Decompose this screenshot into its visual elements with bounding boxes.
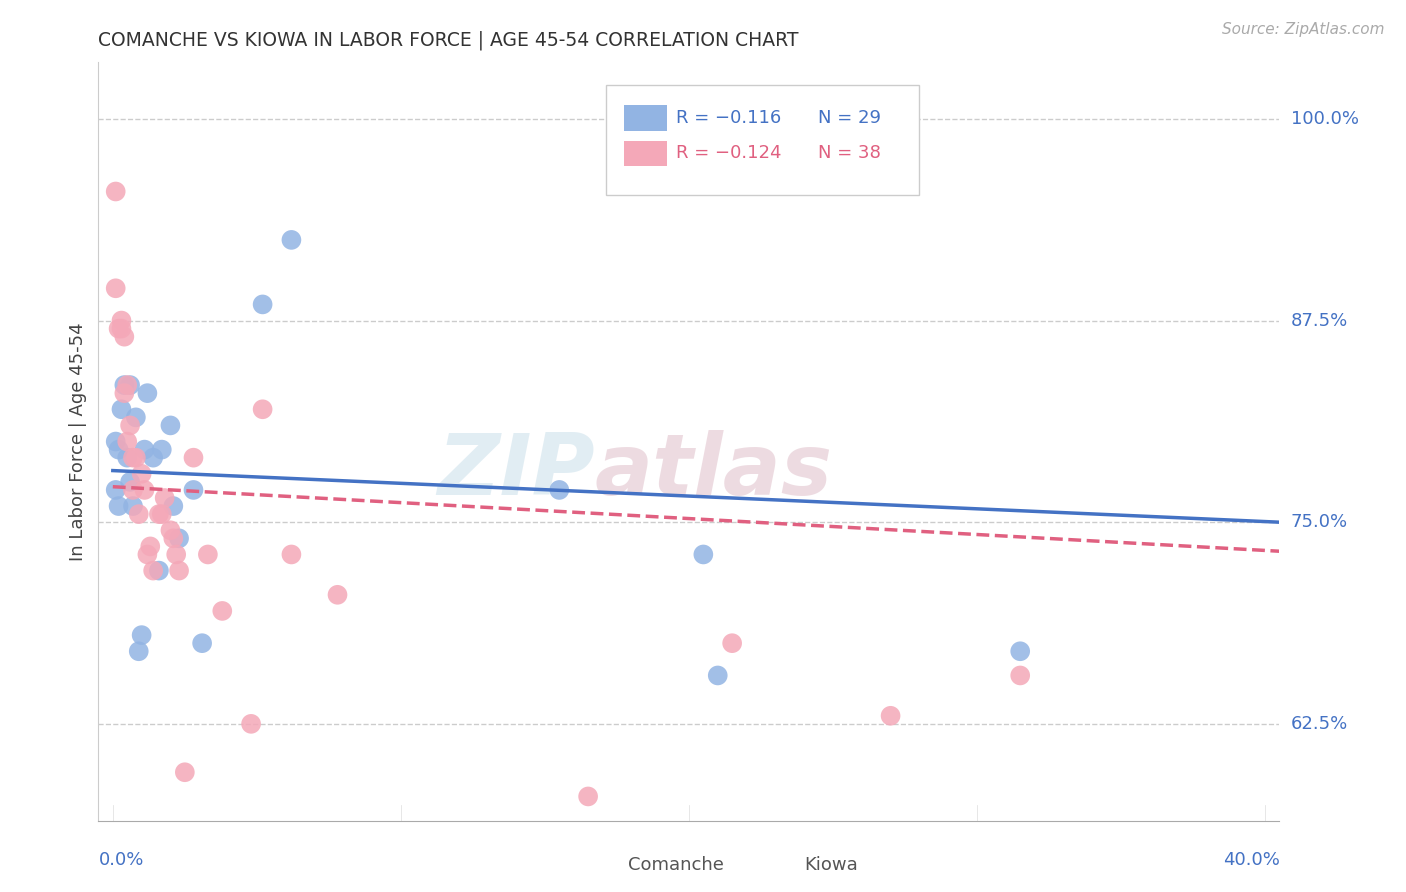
Point <box>280 548 302 562</box>
Text: R = −0.116: R = −0.116 <box>676 109 782 127</box>
Text: COMANCHE VS KIOWA IN LABOR FORCE | AGE 45-54 CORRELATION CHART: COMANCHE VS KIOWA IN LABOR FORCE | AGE 4… <box>98 30 799 50</box>
Point <box>120 418 142 433</box>
Point <box>125 450 148 465</box>
Point <box>576 789 599 804</box>
Point <box>110 313 132 327</box>
Text: ZIP: ZIP <box>437 430 595 514</box>
Point <box>692 548 714 562</box>
Point <box>112 329 135 343</box>
Point <box>128 644 150 658</box>
Point <box>131 467 153 481</box>
Point <box>139 540 162 554</box>
Point <box>104 483 127 497</box>
FancyBboxPatch shape <box>624 141 666 166</box>
Point <box>197 548 219 562</box>
FancyBboxPatch shape <box>586 855 624 874</box>
Text: 100.0%: 100.0% <box>1291 110 1358 128</box>
Point <box>134 442 156 457</box>
Text: N = 38: N = 38 <box>818 145 880 162</box>
Point <box>252 297 274 311</box>
Text: Kiowa: Kiowa <box>804 855 859 873</box>
Point <box>107 321 129 335</box>
Text: 0.0%: 0.0% <box>98 851 143 869</box>
Point <box>326 588 349 602</box>
Text: R = −0.124: R = −0.124 <box>676 145 782 162</box>
Point <box>159 418 181 433</box>
Point <box>104 434 127 449</box>
Point <box>104 281 127 295</box>
Point <box>162 532 184 546</box>
Text: atlas: atlas <box>595 430 832 514</box>
Point <box>120 475 142 489</box>
Point <box>107 442 129 457</box>
Point <box>191 636 214 650</box>
Text: 87.5%: 87.5% <box>1291 311 1348 329</box>
Point <box>183 483 205 497</box>
Point <box>706 668 728 682</box>
Point <box>125 410 148 425</box>
Point <box>211 604 233 618</box>
Text: Comanche: Comanche <box>627 855 724 873</box>
FancyBboxPatch shape <box>624 105 666 130</box>
Point <box>122 483 145 497</box>
Point <box>148 507 170 521</box>
Point <box>159 523 181 537</box>
Point <box>1010 644 1032 658</box>
Point <box>162 499 184 513</box>
Point <box>136 386 159 401</box>
Point <box>136 548 159 562</box>
Point <box>150 442 173 457</box>
Text: 75.0%: 75.0% <box>1291 513 1348 532</box>
Point <box>110 402 132 417</box>
Point <box>128 507 150 521</box>
Point <box>280 233 302 247</box>
Point <box>548 483 571 497</box>
Point <box>122 450 145 465</box>
Point <box>240 716 263 731</box>
Point <box>107 499 129 513</box>
Text: 62.5%: 62.5% <box>1291 714 1348 733</box>
Text: N = 29: N = 29 <box>818 109 880 127</box>
Point <box>110 321 132 335</box>
Point <box>721 636 744 650</box>
FancyBboxPatch shape <box>606 85 920 195</box>
Text: Source: ZipAtlas.com: Source: ZipAtlas.com <box>1222 22 1385 37</box>
Point <box>183 450 205 465</box>
Point <box>115 450 138 465</box>
Point <box>167 532 190 546</box>
Point <box>173 765 195 780</box>
Point <box>879 708 901 723</box>
Point <box>112 378 135 392</box>
Point <box>165 548 187 562</box>
Point <box>115 434 138 449</box>
Point <box>148 564 170 578</box>
Point <box>142 450 165 465</box>
Point <box>112 386 135 401</box>
Text: 40.0%: 40.0% <box>1223 851 1279 869</box>
Point <box>115 378 138 392</box>
Point <box>142 564 165 578</box>
Point <box>120 378 142 392</box>
Point <box>252 402 274 417</box>
Point <box>122 499 145 513</box>
Point <box>134 483 156 497</box>
Point <box>167 564 190 578</box>
Point <box>131 628 153 642</box>
Point <box>150 507 173 521</box>
Point <box>1010 668 1032 682</box>
FancyBboxPatch shape <box>763 855 801 874</box>
Point <box>104 185 127 199</box>
Y-axis label: In Labor Force | Age 45-54: In Labor Force | Age 45-54 <box>69 322 87 561</box>
Point <box>153 491 176 505</box>
